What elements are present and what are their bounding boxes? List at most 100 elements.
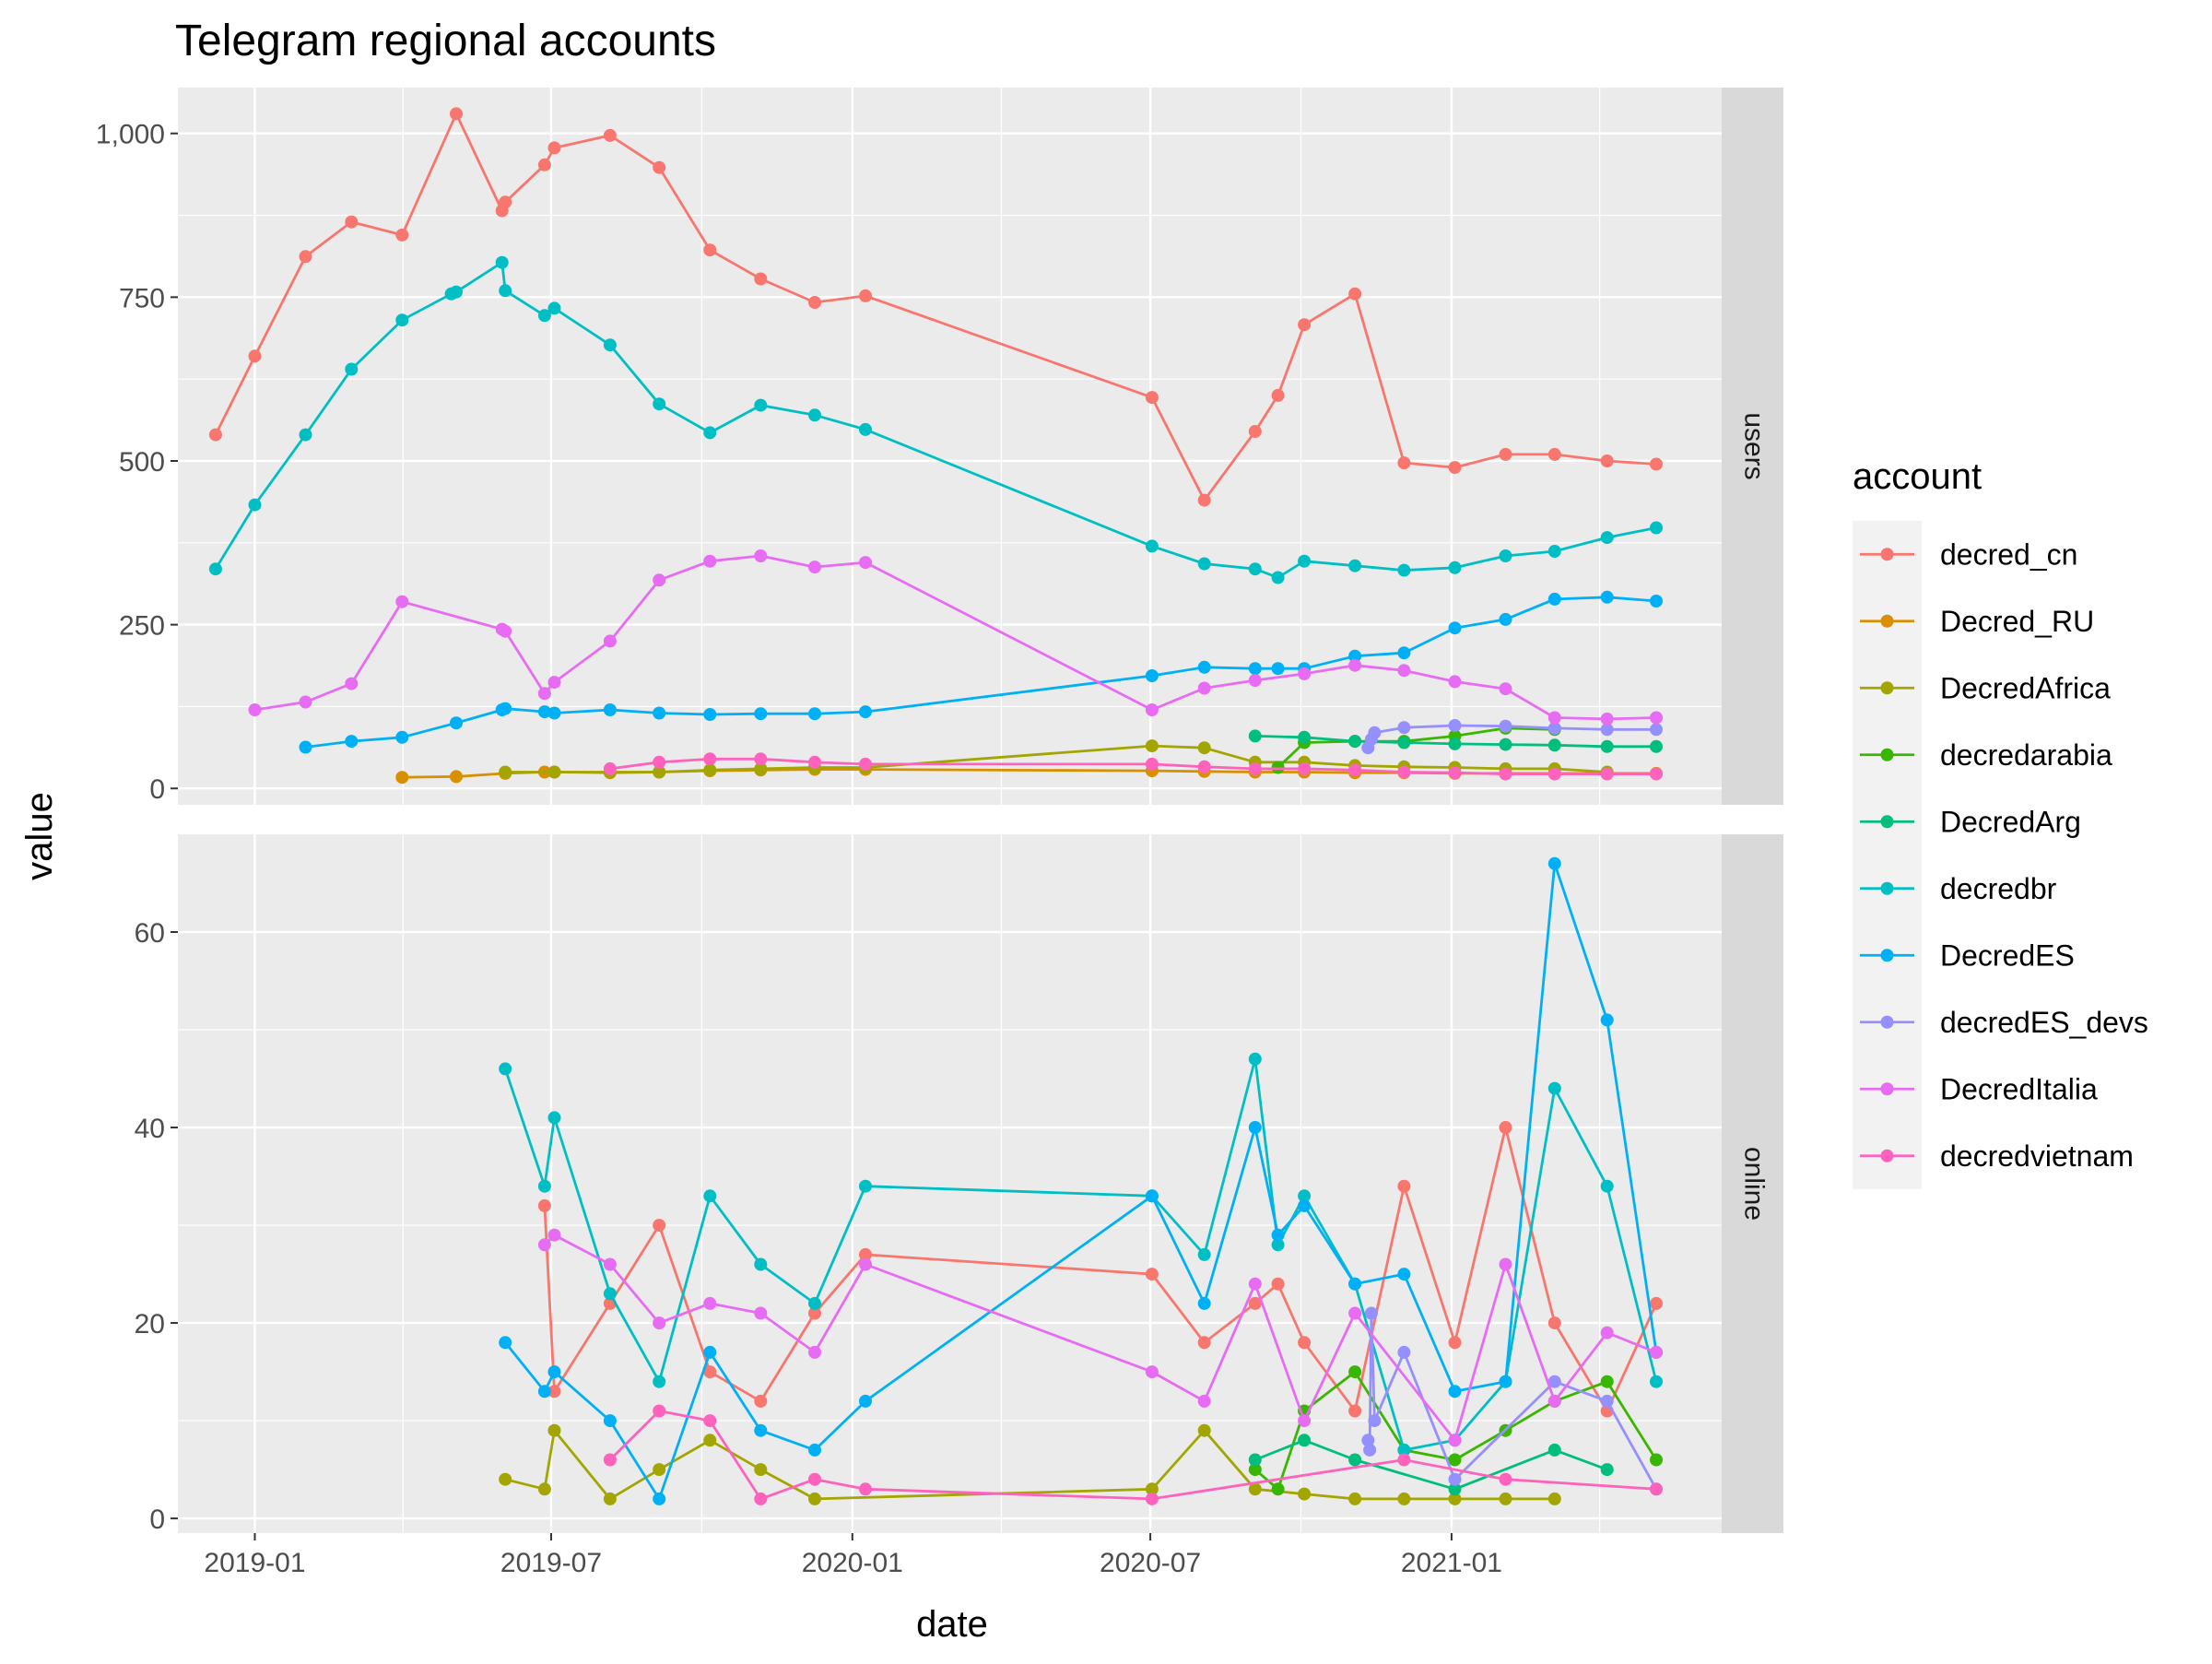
data-point (754, 1492, 768, 1505)
data-point (395, 595, 409, 608)
data-point (499, 195, 512, 209)
data-point (653, 1375, 666, 1388)
data-point (537, 1385, 551, 1398)
data-point (1600, 454, 1614, 467)
legend-item: decredarabia (1860, 738, 2112, 772)
data-point (450, 107, 463, 121)
data-point (1145, 703, 1159, 716)
series-DecredItalia-online (537, 1228, 1663, 1447)
data-point (1197, 760, 1211, 773)
data-point (499, 1062, 512, 1076)
data-point (754, 1306, 768, 1320)
data-point (1650, 1345, 1663, 1359)
data-point (537, 158, 551, 171)
data-point (603, 1287, 617, 1301)
data-point (808, 1492, 821, 1505)
data-point (1547, 1394, 1561, 1408)
legend-key-point (1880, 815, 1894, 829)
series-line (608, 1410, 1657, 1501)
data-point (208, 562, 222, 576)
legend-item: decredvietnam (1860, 1139, 2134, 1173)
data-point (653, 1316, 666, 1330)
y-tick-label: 500 (119, 447, 165, 478)
data-point (603, 1257, 617, 1271)
data-point (1197, 660, 1211, 674)
x-tick-label: 2021-01 (1401, 1548, 1502, 1578)
data-point (1348, 1453, 1362, 1467)
data-point (1499, 1121, 1512, 1134)
data-point (1397, 1179, 1411, 1193)
legend-label: DecredItalia (1940, 1072, 2098, 1105)
legend-label: DecredAfrica (1940, 671, 2111, 704)
data-point (499, 624, 512, 638)
data-point (859, 1247, 872, 1261)
data-point (1298, 761, 1312, 775)
data-point (248, 498, 262, 512)
data-point (754, 549, 768, 562)
data-point (1600, 531, 1614, 545)
data-point (1271, 1238, 1285, 1252)
data-point (1650, 723, 1663, 737)
data-point (1448, 737, 1462, 750)
data-point (808, 707, 821, 721)
data-point (653, 160, 666, 174)
data-point (859, 1482, 872, 1496)
facet-strip (1722, 88, 1783, 805)
data-point (808, 1443, 821, 1457)
data-point (1448, 1385, 1462, 1398)
data-point (1364, 1306, 1378, 1320)
data-point (1145, 391, 1159, 405)
data-point (859, 289, 872, 302)
data-point (703, 752, 717, 766)
series-DecredArg-online (1248, 1434, 1614, 1496)
data-point (1298, 667, 1312, 680)
data-point (603, 1492, 617, 1505)
data-point (754, 398, 768, 412)
data-point (1348, 649, 1362, 663)
x-tick-label: 2020-07 (1100, 1548, 1201, 1578)
panel-users: 0 250 500 750 1,000 users (96, 88, 1783, 805)
data-point (499, 1336, 512, 1350)
data-point (808, 1296, 821, 1310)
legend-key-point (1880, 1082, 1894, 1096)
data-point (1448, 766, 1462, 780)
legend-key-background (1853, 521, 1922, 1189)
data-point (1600, 767, 1614, 781)
data-point (299, 250, 312, 264)
data-point (1271, 388, 1285, 402)
data-point (537, 687, 551, 701)
data-point (1197, 1423, 1211, 1437)
data-point (537, 1198, 551, 1212)
data-point (754, 761, 768, 775)
data-point (499, 702, 512, 715)
data-point (808, 408, 821, 422)
series-DecredES-online (499, 856, 1663, 1505)
legend-label: decredvietnam (1940, 1139, 2134, 1173)
data-point (1547, 738, 1561, 752)
data-point (653, 1463, 666, 1477)
data-point (1650, 521, 1663, 535)
y-tick-label: 60 (135, 918, 165, 949)
data-point (1448, 1472, 1462, 1486)
data-point (1145, 1189, 1159, 1203)
data-point (1145, 1365, 1159, 1379)
data-point (754, 1463, 768, 1477)
data-point (499, 284, 512, 298)
data-point (808, 1306, 821, 1320)
data-point (1499, 767, 1512, 781)
data-point (1448, 1434, 1462, 1447)
data-point (1650, 767, 1663, 781)
data-point (495, 255, 509, 269)
data-point (1600, 1179, 1614, 1193)
y-tick-label: 750 (119, 283, 165, 313)
legend-label: DecredES (1940, 938, 2075, 972)
data-point (1547, 1316, 1561, 1330)
data-point (1499, 1492, 1512, 1505)
data-point (1363, 1443, 1377, 1457)
data-point (808, 1345, 821, 1359)
data-point (1547, 1492, 1561, 1505)
data-point (537, 1482, 551, 1496)
data-point (1397, 721, 1411, 735)
data-point (1600, 739, 1614, 753)
y-axis-label: value (19, 792, 60, 880)
